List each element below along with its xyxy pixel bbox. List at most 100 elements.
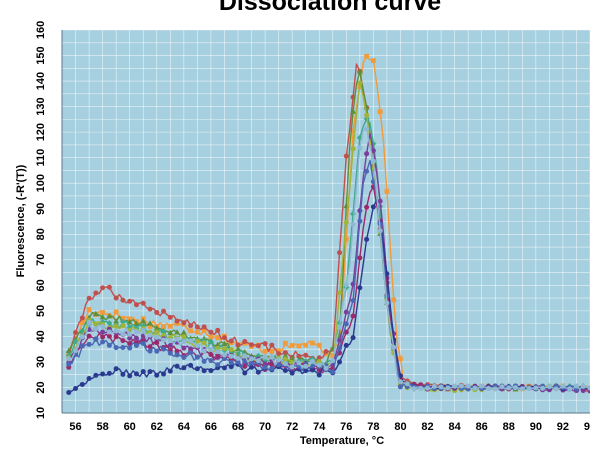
data-point: [438, 384, 444, 390]
data-point: [167, 338, 173, 344]
data-point: [397, 384, 403, 390]
data-point: [221, 340, 228, 347]
data-point: [343, 342, 349, 348]
data-point: [364, 151, 370, 157]
data-point: [337, 324, 343, 330]
data-point: [127, 331, 133, 337]
data-point: [228, 360, 234, 366]
data-point: [106, 342, 112, 348]
data-point: [161, 308, 167, 314]
data-point: [343, 236, 349, 242]
data-point: [86, 319, 92, 325]
data-point: [181, 354, 187, 360]
data-point: [167, 368, 173, 374]
data-point: [133, 343, 139, 349]
x-tick-label: 94: [584, 421, 590, 433]
data-point: [357, 80, 363, 86]
data-point: [357, 285, 363, 291]
y-tick-label: 130: [35, 97, 47, 115]
data-point: [73, 385, 79, 391]
data-point: [384, 271, 390, 277]
data-point: [106, 312, 113, 319]
data-point: [221, 346, 227, 352]
data-point: [228, 346, 234, 352]
x-tick-label: 64: [178, 421, 191, 433]
data-point: [262, 364, 268, 370]
data-point: [93, 321, 99, 327]
data-point: [127, 345, 133, 351]
data-point: [357, 145, 363, 151]
x-axis-label: Temperature, °C: [300, 435, 384, 447]
x-tick-label: 88: [503, 421, 515, 433]
data-point: [350, 128, 356, 134]
data-point: [289, 364, 295, 370]
data-point: [445, 385, 451, 391]
x-tick-label: 86: [476, 421, 488, 433]
data-point: [161, 346, 167, 352]
data-point: [86, 341, 92, 347]
data-point: [282, 361, 288, 367]
data-point: [492, 386, 498, 392]
data-point: [350, 221, 356, 227]
y-tick-label: 60: [35, 279, 47, 291]
data-point: [214, 341, 221, 348]
data-point: [343, 309, 349, 315]
data-point: [364, 236, 370, 242]
data-point: [106, 284, 112, 290]
x-tick-label: 84: [448, 421, 461, 433]
y-tick-label: 90: [35, 203, 47, 215]
data-point: [66, 356, 72, 362]
data-point: [93, 372, 99, 378]
data-point: [289, 355, 296, 361]
data-point: [174, 329, 181, 335]
data-point: [140, 369, 146, 375]
data-point: [140, 300, 146, 306]
data-point: [207, 338, 214, 345]
data-point: [282, 367, 288, 373]
data-point: [100, 310, 106, 315]
y-tick-label: 10: [35, 407, 47, 419]
data-point: [215, 352, 221, 358]
data-point: [398, 356, 403, 362]
data-point: [106, 329, 112, 335]
x-tick-label: 70: [259, 421, 271, 433]
data-point: [364, 126, 370, 132]
data-point: [242, 363, 248, 369]
data-point: [350, 313, 356, 319]
data-point: [133, 320, 140, 327]
data-point: [276, 348, 282, 354]
data-point: [208, 329, 214, 335]
data-point: [235, 355, 241, 361]
data-point: [113, 328, 119, 334]
data-point: [201, 348, 207, 354]
data-point: [215, 362, 221, 368]
data-point: [161, 371, 167, 377]
data-point: [235, 359, 241, 365]
data-point: [86, 376, 92, 382]
data-point: [262, 348, 268, 354]
data-point: [262, 354, 268, 360]
data-point: [526, 386, 532, 392]
data-point: [391, 344, 397, 350]
data-point: [364, 53, 370, 59]
data-point: [140, 328, 146, 334]
data-point: [113, 323, 119, 329]
data-point: [282, 350, 288, 356]
data-point: [533, 385, 539, 391]
x-tick-label: 66: [205, 421, 217, 433]
y-tick-label: 110: [35, 149, 47, 167]
data-point: [249, 342, 255, 348]
data-point: [303, 368, 309, 374]
data-point: [255, 358, 261, 364]
data-point: [194, 354, 200, 360]
data-point: [154, 348, 160, 354]
data-point: [310, 340, 315, 346]
data-point: [147, 369, 153, 375]
data-point: [174, 363, 180, 369]
data-point: [201, 340, 207, 346]
x-tick-label: 90: [530, 421, 542, 433]
data-point: [181, 365, 187, 371]
data-point: [215, 349, 221, 355]
y-tick-label: 50: [35, 305, 47, 317]
data-point: [560, 383, 566, 389]
